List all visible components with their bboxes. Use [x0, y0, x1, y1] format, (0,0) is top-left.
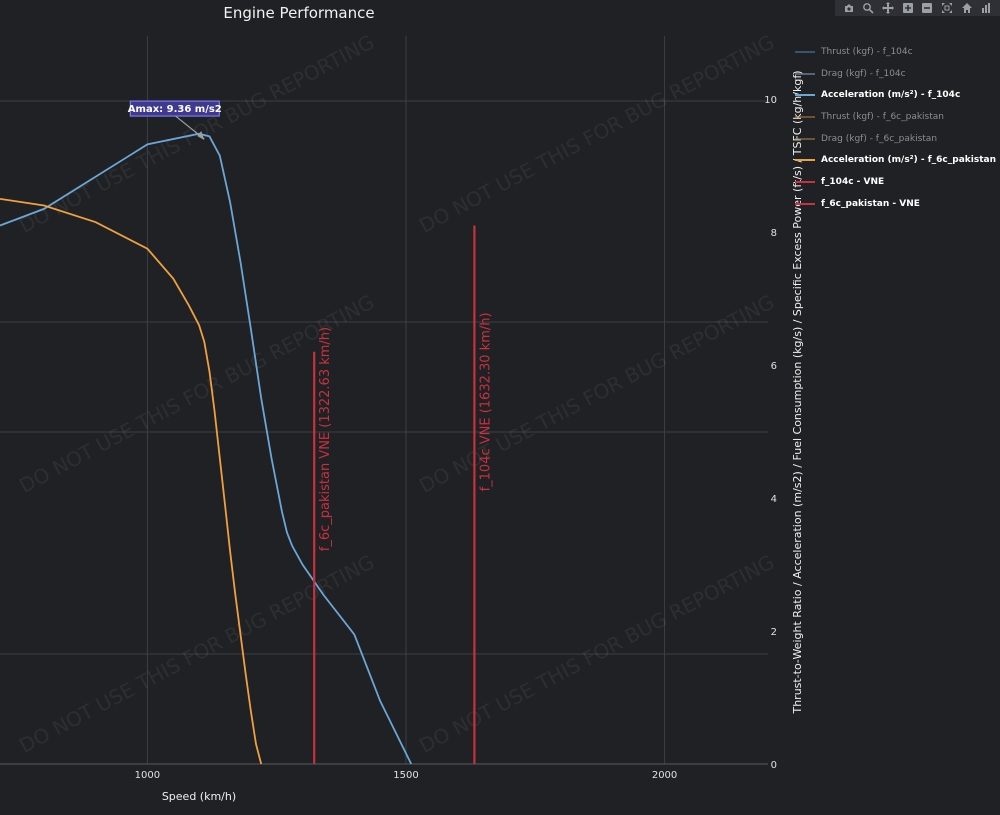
pan-icon[interactable]	[881, 1, 895, 15]
legend: Thrust (kgf) - f_104c Drag (kgf) - f_104c…	[795, 41, 1000, 215]
x-tick-label: 1500	[393, 770, 418, 781]
series-line-5	[0, 198, 263, 765]
chart-title: Engine Performance	[223, 4, 374, 22]
x-tick-label: 2000	[652, 770, 677, 781]
annotations: f_6c_pakistan VNE (1322.63 km/h) f_104c V…	[128, 100, 493, 551]
y-tick-label: 6	[771, 361, 777, 372]
x-axis-title: Speed (km/h)	[162, 790, 236, 803]
camera-icon[interactable]	[842, 1, 856, 15]
legend-item-4[interactable]: Drag (kgf) - f_6c_pakistan	[795, 128, 1000, 150]
grid	[0, 36, 768, 765]
legend-item-0[interactable]: Thrust (kgf) - f_104c	[795, 41, 1000, 63]
x-tick-label: 1000	[135, 770, 160, 781]
vne-label-0: f_6c_pakistan VNE (1322.63 km/h)	[318, 327, 333, 551]
y-tick-label: 4	[771, 494, 777, 505]
legend-swatch	[795, 159, 815, 162]
legend-item-7[interactable]: f_6c_pakistan - VNE	[795, 193, 1000, 215]
plotly-logo-icon[interactable]	[979, 1, 993, 15]
legend-item-1[interactable]: Drag (kgf) - f_104c	[795, 63, 1000, 85]
legend-swatch	[795, 115, 815, 118]
legend-label: f_104c - VNE	[821, 176, 885, 187]
legend-swatch	[795, 202, 815, 205]
zoom-icon[interactable]	[861, 1, 875, 15]
legend-swatch	[795, 137, 815, 140]
home-icon[interactable]	[960, 1, 974, 15]
legend-swatch	[795, 180, 815, 183]
watermarks: DO NOT USE THIS FOR BUG REPORTING DO NOT …	[15, 30, 778, 758]
watermark-text: DO NOT USE THIS FOR BUG REPORTING	[415, 290, 778, 498]
series-line-2	[0, 132, 413, 765]
legend-swatch	[795, 50, 815, 53]
legend-swatch	[795, 94, 815, 97]
modebar	[835, 0, 1000, 16]
annotation-arrowhead	[197, 131, 205, 141]
y-tick-label: 2	[771, 627, 777, 638]
vne-label-1: f_104c VNE (1632.30 km/h)	[478, 312, 493, 491]
legend-label: f_6c_pakistan - VNE	[821, 198, 920, 209]
legend-label: Drag (kgf) - f_6c_pakistan	[821, 133, 938, 144]
zoom-in-icon[interactable]	[901, 1, 915, 15]
legend-item-5[interactable]: Acceleration (m/s²) - f_6c_pakistan	[795, 149, 1000, 171]
legend-label: Acceleration (m/s²) - f_104c	[821, 90, 961, 101]
autoscale-icon[interactable]	[940, 1, 954, 15]
y-axis-title: Thrust-to-Weight Ratio / Acceleration (m…	[791, 70, 804, 714]
legend-label: Thrust (kgf) - f_6c_pakistan	[821, 111, 944, 122]
zoom-out-icon[interactable]	[920, 1, 934, 15]
legend-item-2[interactable]: Acceleration (m/s²) - f_104c	[795, 84, 1000, 106]
legend-item-6[interactable]: f_104c - VNE	[795, 171, 1000, 193]
watermark-text: DO NOT USE THIS FOR BUG REPORTING	[415, 30, 778, 238]
y-tick-label: 10	[764, 95, 777, 106]
y-tick-label: 8	[771, 228, 777, 239]
tick-labels: 1000 1500 2000 0 2 4 6 8 10	[135, 95, 777, 781]
traces	[0, 132, 476, 765]
annotation-box	[129, 100, 220, 117]
legend-label: Acceleration (m/s²) - f_6c_pakistan	[821, 155, 996, 166]
legend-label: Thrust (kgf) - f_104c	[821, 46, 913, 57]
legend-label: Drag (kgf) - f_104c	[821, 68, 906, 79]
legend-item-3[interactable]: Thrust (kgf) - f_6c_pakistan	[795, 106, 1000, 128]
annotation-amax: Amax: 9.36 m/s2	[128, 104, 222, 115]
y-tick-label: 0	[771, 760, 777, 771]
legend-swatch	[795, 72, 815, 75]
